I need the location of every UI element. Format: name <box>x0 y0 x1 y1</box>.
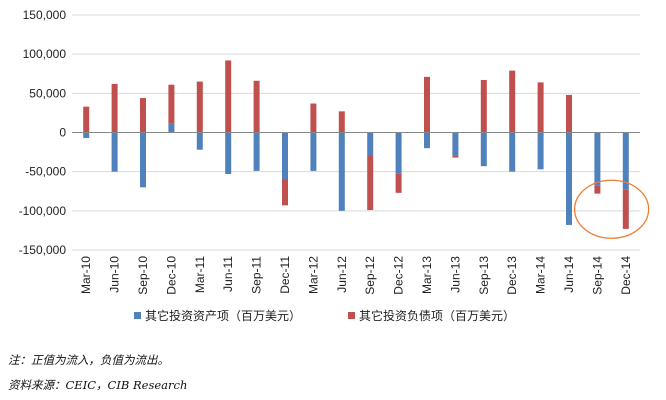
bar <box>452 155 459 158</box>
note-line-1: 注：正值为流入，负值为流出。 <box>8 353 169 367</box>
bar <box>140 132 146 188</box>
stacked-bar-chart: 150,000 100,000 50,000 0 -50,000 -100,000 -150… <box>19 8 650 323</box>
x-tick-label: Mar-11 <box>193 256 207 293</box>
bar <box>594 185 601 194</box>
x-tick-label: Dec-13 <box>505 256 519 295</box>
x-tick-label: Sep-12 <box>363 256 377 295</box>
bar <box>424 132 430 149</box>
bar <box>338 111 345 133</box>
legend: 其它投资资产项（百万美元） 其它投资负债项（百万美元） <box>134 308 515 323</box>
bar <box>111 132 118 172</box>
bar <box>367 156 374 211</box>
x-tick-label: Mar-14 <box>534 256 548 294</box>
x-tick-label: Dec-10 <box>164 256 178 295</box>
bar <box>140 98 146 133</box>
bar <box>196 81 203 133</box>
bar <box>480 132 487 167</box>
x-tick-label: Jun-11 <box>221 256 235 292</box>
bar <box>424 76 430 133</box>
x-tick-label: Jun-10 <box>108 256 122 293</box>
x-axis: Mar-10 Jun-10 Sep-10 Dec-10 Mar-11 Jun-11 Sep-… <box>72 132 640 295</box>
bar <box>395 173 402 193</box>
legend-swatch <box>348 312 355 319</box>
bar <box>537 82 544 133</box>
bar <box>338 132 345 211</box>
x-tick-label: Jun-12 <box>335 256 349 293</box>
legend-label: 其它投资资产项（百万美元） <box>145 308 301 323</box>
highlight-ellipse <box>573 179 650 239</box>
source-line: 资料来源：CEIC，CIB Research <box>8 378 188 392</box>
x-tick-label: Jun-14 <box>562 256 576 293</box>
bar <box>537 132 544 170</box>
y-tick-label: -50,000 <box>25 165 66 179</box>
x-tick-label: Sep-11 <box>250 256 264 294</box>
bar <box>566 94 572 133</box>
bar <box>310 103 317 133</box>
bar <box>622 132 629 190</box>
bar <box>282 132 288 180</box>
bar <box>509 132 516 172</box>
x-tick-label: Sep-13 <box>477 256 491 295</box>
legend-swatch <box>134 312 141 319</box>
legend-label: 其它投资负债项（百万美元） <box>359 308 515 323</box>
bar <box>225 132 232 175</box>
bar <box>622 189 629 229</box>
bar <box>253 80 260 133</box>
bar <box>594 132 601 186</box>
x-tick-label: Dec-11 <box>278 256 292 294</box>
x-tick-label: Dec-12 <box>392 256 406 295</box>
bar <box>310 132 317 171</box>
bar <box>566 132 572 225</box>
x-tick-label: Sep-14 <box>590 256 604 295</box>
y-tick-label: 0 <box>59 126 66 140</box>
y-tick-label: -100,000 <box>19 204 67 218</box>
annotation <box>573 179 650 239</box>
y-tick-label: 100,000 <box>23 47 67 61</box>
bar <box>395 132 402 174</box>
bar <box>452 132 459 156</box>
bar <box>83 106 90 133</box>
y-tick-label: -150,000 <box>19 243 67 257</box>
x-tick-label: Mar-13 <box>420 256 434 294</box>
y-axis: 150,000 100,000 50,000 0 -50,000 -100,000 -150… <box>19 8 67 257</box>
bar <box>282 179 288 206</box>
bars <box>83 60 629 229</box>
x-tick-label: Mar-10 <box>79 256 93 294</box>
x-tick-label: Dec-14 <box>619 256 633 295</box>
bar <box>480 80 487 133</box>
x-tick-label: Sep-10 <box>136 256 150 295</box>
y-tick-label: 150,000 <box>23 8 67 22</box>
bar <box>253 132 260 171</box>
bar <box>168 123 175 133</box>
x-tick-label: Jun-13 <box>448 256 462 293</box>
bar <box>367 132 374 156</box>
bar <box>83 132 90 138</box>
bar <box>168 84 175 124</box>
x-tick-label: Mar-12 <box>306 256 320 294</box>
bar <box>225 60 232 133</box>
y-tick-label: 50,000 <box>29 86 66 100</box>
bar <box>509 70 516 133</box>
bar <box>111 83 118 133</box>
bar <box>196 132 203 150</box>
